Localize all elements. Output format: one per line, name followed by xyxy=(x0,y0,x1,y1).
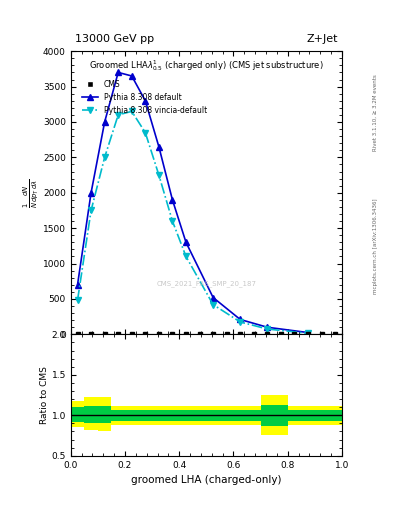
CMS xyxy=(116,331,121,337)
CMS xyxy=(170,331,175,337)
Pythia 8.308 vincia-default xyxy=(102,154,107,160)
Pythia 8.308 vincia-default xyxy=(75,297,80,304)
Text: CMS_2021_PAS_SMP_20_187: CMS_2021_PAS_SMP_20_187 xyxy=(156,280,256,287)
Pythia 8.308 vincia-default xyxy=(116,112,121,118)
Pythia 8.308 vincia-default xyxy=(184,253,188,260)
Y-axis label: Ratio to CMS: Ratio to CMS xyxy=(40,366,49,424)
Pythia 8.308 vincia-default xyxy=(238,319,242,325)
X-axis label: groomed LHA (charged-only): groomed LHA (charged-only) xyxy=(131,475,281,485)
CMS xyxy=(211,331,215,337)
Pythia 8.308 vincia-default xyxy=(129,109,134,115)
Pythia 8.308 vincia-default xyxy=(89,207,94,214)
Pythia 8.308 default xyxy=(116,69,121,75)
Text: mcplots.cern.ch [arXiv:1306.3436]: mcplots.cern.ch [arXiv:1306.3436] xyxy=(373,198,378,293)
Pythia 8.308 default xyxy=(156,144,161,150)
CMS xyxy=(197,331,202,337)
Pythia 8.308 default xyxy=(211,294,215,301)
CMS xyxy=(319,331,324,337)
Pythia 8.308 default xyxy=(238,316,242,323)
CMS xyxy=(89,331,94,337)
Pythia 8.308 default xyxy=(306,330,310,336)
CMS xyxy=(238,331,242,337)
Pythia 8.308 default xyxy=(265,324,270,330)
CMS xyxy=(279,331,283,337)
CMS xyxy=(102,331,107,337)
Pythia 8.308 default xyxy=(89,189,94,196)
CMS xyxy=(143,331,148,337)
Line: Pythia 8.308 default: Pythia 8.308 default xyxy=(75,70,311,335)
CMS xyxy=(306,331,310,337)
Text: 13000 GeV pp: 13000 GeV pp xyxy=(75,33,154,44)
Line: CMS: CMS xyxy=(75,332,337,336)
Pythia 8.308 vincia-default xyxy=(265,326,270,332)
Text: Rivet 3.1.10, ≥ 3.2M events: Rivet 3.1.10, ≥ 3.2M events xyxy=(373,74,378,151)
Pythia 8.308 default xyxy=(129,73,134,79)
CMS xyxy=(129,331,134,337)
CMS xyxy=(75,331,80,337)
Pythia 8.308 vincia-default xyxy=(170,218,175,224)
Pythia 8.308 default xyxy=(170,197,175,203)
Pythia 8.308 default xyxy=(75,282,80,288)
Pythia 8.308 vincia-default xyxy=(306,330,310,336)
Line: Pythia 8.308 vincia-default: Pythia 8.308 vincia-default xyxy=(75,109,311,336)
CMS xyxy=(292,331,297,337)
CMS xyxy=(184,331,188,337)
Text: Groomed LHA$\lambda^{1}_{0.5}$ (charged only) (CMS jet substructure): Groomed LHA$\lambda^{1}_{0.5}$ (charged … xyxy=(89,58,324,73)
Pythia 8.308 vincia-default xyxy=(211,302,215,308)
Text: Z+Jet: Z+Jet xyxy=(307,33,338,44)
Legend: CMS, Pythia 8.308 default, Pythia 8.308 vincia-default: CMS, Pythia 8.308 default, Pythia 8.308 … xyxy=(80,78,209,117)
Pythia 8.308 vincia-default xyxy=(143,130,148,136)
Y-axis label: $\frac{1}{N}\frac{dN}{dp_T\,d\lambda}$: $\frac{1}{N}\frac{dN}{dp_T\,d\lambda}$ xyxy=(22,178,42,207)
CMS xyxy=(156,331,161,337)
Pythia 8.308 default xyxy=(102,119,107,125)
Pythia 8.308 default xyxy=(143,98,148,104)
CMS xyxy=(265,331,270,337)
Pythia 8.308 default xyxy=(184,239,188,245)
CMS xyxy=(224,331,229,337)
CMS xyxy=(333,331,338,337)
Pythia 8.308 vincia-default xyxy=(156,172,161,178)
CMS xyxy=(252,331,256,337)
